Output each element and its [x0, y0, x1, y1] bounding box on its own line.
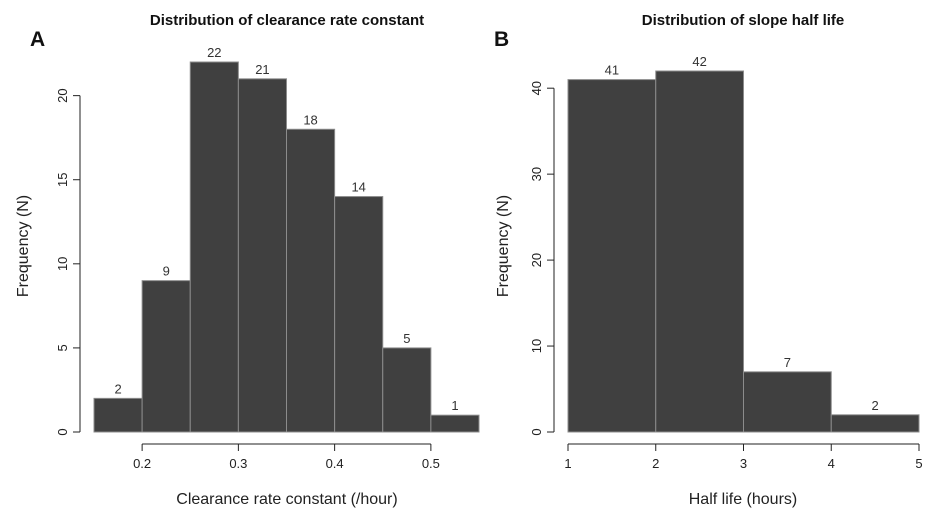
panel-a-x-axis: 0.2 0.3 0.4 0.5 — [133, 443, 440, 471]
histogram-bar — [93, 397, 143, 433]
x-tick-label: 2 — [652, 456, 659, 471]
y-tick-label: 15 — [55, 172, 70, 186]
bar-value-label: 14 — [351, 180, 365, 195]
panel-b-y-axis-label: Frequency (N) — [495, 195, 512, 297]
panel-b-y-axis: 0 10 20 30 40 — [529, 81, 555, 436]
y-tick-label: 20 — [55, 88, 70, 102]
x-tick-label: 5 — [915, 456, 922, 471]
histogram-bar — [743, 371, 832, 433]
panel-b-title: Distribution of slope half life — [642, 12, 845, 29]
histogram-bar — [382, 347, 432, 433]
histogram-bar — [655, 70, 744, 433]
bar-value-label: 9 — [163, 264, 170, 279]
x-tick-label: 0.2 — [133, 456, 151, 471]
panel-a-bars — [93, 61, 480, 433]
histogram-bar — [334, 196, 384, 433]
bar-value-label: 5 — [403, 331, 410, 346]
panel-a-y-axis: 0 5 10 15 20 — [55, 88, 81, 436]
panel-a-x-axis-label: Clearance rate constant (/hour) — [176, 491, 397, 508]
bar-value-label: 42 — [692, 54, 706, 69]
panel-a-letter: A — [30, 28, 45, 51]
histogram-bar — [830, 414, 920, 433]
x-tick-label: 0.5 — [422, 456, 440, 471]
bar-value-label: 1 — [451, 398, 458, 413]
x-tick-label: 1 — [564, 456, 571, 471]
panel-a-bar-labels: 2 9 22 21 18 14 5 1 — [114, 45, 458, 413]
panel-a-clearance-rate-histogram: A Distribution of clearance rate constan… — [15, 12, 480, 508]
histogram-bar — [286, 128, 336, 433]
y-tick-label: 20 — [529, 253, 544, 267]
y-tick-label: 0 — [529, 428, 544, 435]
x-tick-label: 4 — [828, 456, 835, 471]
histogram-bar — [430, 414, 480, 433]
bar-value-label: 41 — [605, 63, 619, 78]
y-tick-label: 10 — [55, 257, 70, 271]
panel-b-half-life-histogram: B Distribution of slope half life 414272… — [494, 12, 923, 508]
panel-b-bars — [567, 70, 920, 433]
bar-value-label: 22 — [207, 45, 221, 60]
y-tick-label: 0 — [55, 428, 70, 435]
x-tick-label: 3 — [740, 456, 747, 471]
histogram-bar — [237, 78, 287, 433]
histogram-bar — [141, 280, 191, 433]
y-tick-label: 40 — [529, 81, 544, 95]
panel-b-bar-labels: 41 42 7 2 — [605, 54, 879, 413]
bar-value-label: 21 — [255, 62, 269, 77]
histogram-bar — [189, 61, 239, 433]
bar-value-label: 7 — [784, 355, 791, 370]
panel-b-x-axis: 1 2 3 4 5 — [564, 443, 923, 471]
x-tick-label: 0.3 — [229, 456, 247, 471]
bar-value-label: 18 — [303, 112, 317, 127]
panel-a-y-axis-label: Frequency (N) — [15, 195, 32, 297]
histogram-bar — [567, 79, 657, 433]
panel-b-letter: B — [494, 28, 509, 51]
y-tick-label: 30 — [529, 167, 544, 181]
bar-value-label: 2 — [114, 381, 121, 396]
y-tick-label: 10 — [529, 339, 544, 353]
x-tick-label: 0.4 — [326, 456, 344, 471]
bar-value-label: 2 — [872, 398, 879, 413]
y-tick-label: 5 — [55, 344, 70, 351]
panel-a-title: Distribution of clearance rate constant — [150, 12, 424, 29]
panel-b-x-axis-label: Half life (hours) — [689, 491, 797, 508]
